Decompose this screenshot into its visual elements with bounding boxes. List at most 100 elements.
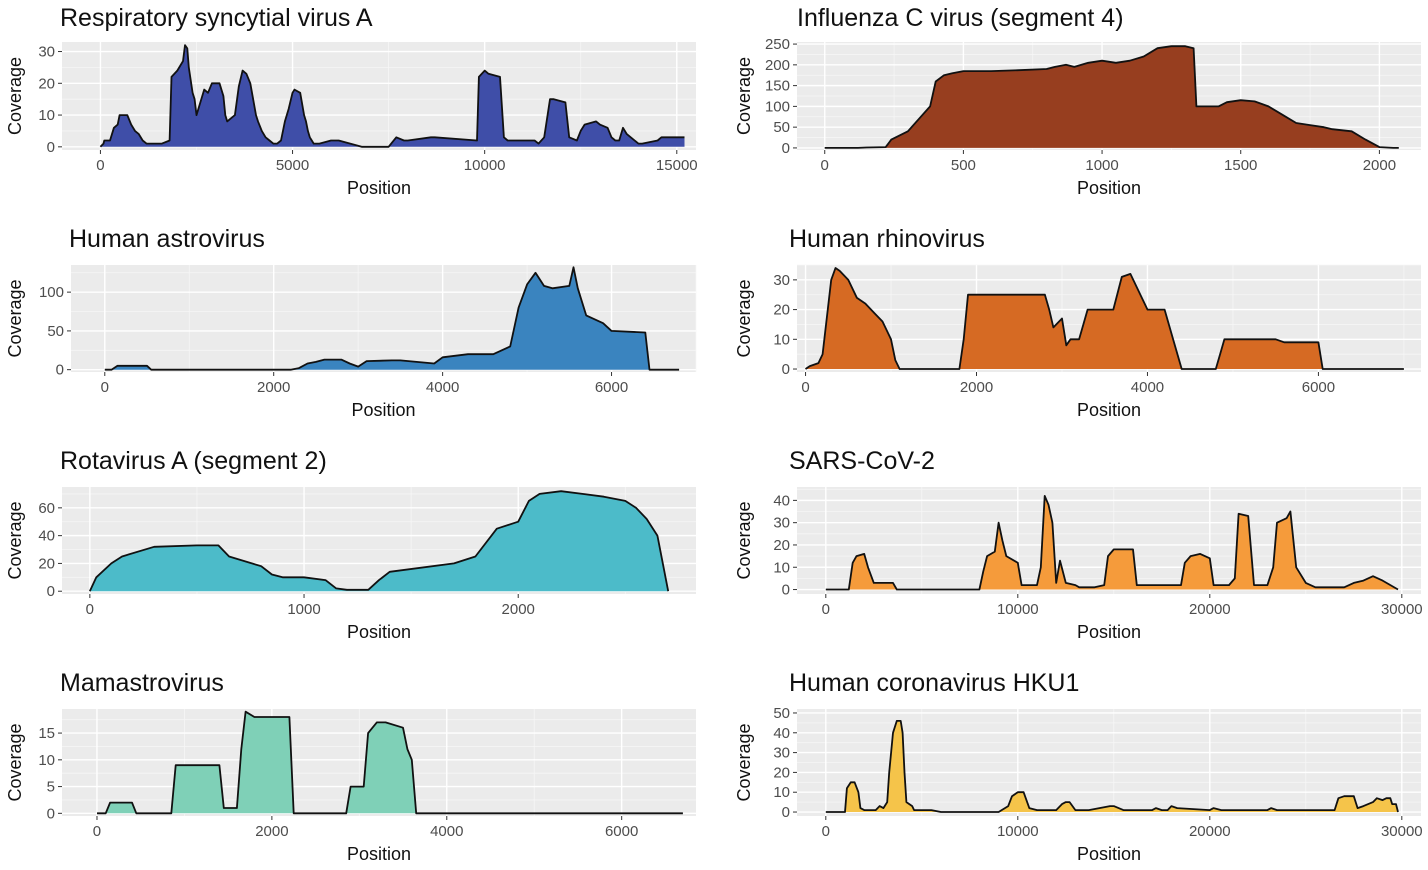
coverage-line: [825, 720, 1399, 813]
x-tick-label: 2000: [960, 379, 993, 396]
panel-5: Rotavirus A (segment 2) 0 20 40 60 0 1000 2000 P…: [5, 447, 696, 642]
panel-2: Influenza C virus (segment 4) 0 50 100 150 20…: [734, 4, 1421, 198]
x-tick-label: 10000: [997, 823, 1039, 840]
x-tick-label: 0: [822, 601, 830, 618]
x-tick-label: 4000: [426, 379, 459, 396]
x-tick-label: 10000: [997, 601, 1039, 618]
y-tick-label: 20: [38, 555, 55, 572]
coverage-area: [104, 267, 680, 370]
panel-title: Respiratory syncytial virus A: [60, 4, 373, 32]
panel-4: Human rhinovirus 0 10 20 30 0 2000 4000 6000 Posi…: [734, 225, 1421, 420]
coverage-line: [97, 710, 683, 815]
y-tick-label: 5: [47, 779, 55, 796]
y-tick-label: 30: [773, 515, 790, 532]
x-tick-label: 0: [101, 379, 109, 396]
y-tick-label: 0: [782, 804, 790, 821]
y-tick-label: 100: [39, 284, 64, 301]
y-tick-label: 50: [47, 323, 64, 340]
panel-title: Human rhinovirus: [789, 225, 985, 253]
y-tick-label: 20: [773, 764, 790, 781]
coverage-area: [89, 491, 669, 592]
coverage-area: [825, 495, 1398, 590]
y-tick-label: 150: [765, 78, 790, 95]
x-axis-label: Position: [1077, 622, 1141, 642]
x-tick-label: 5000: [276, 157, 309, 174]
x-tick-label: 15000: [656, 157, 698, 174]
y-axis-label: Coverage: [5, 279, 25, 357]
x-tick-label: 500: [951, 157, 976, 174]
x-tick-label: 0: [821, 157, 829, 174]
y-tick-label: 0: [47, 805, 55, 822]
x-tick-label: 1500: [1224, 157, 1257, 174]
y-axis-label: Coverage: [734, 57, 754, 135]
x-tick-label: 6000: [595, 379, 628, 396]
panel-3: Human astrovirus 0 50 100 0 2000 4000 6000 Posit…: [5, 225, 697, 420]
y-tick-label: 0: [782, 582, 790, 599]
x-axis-label: Position: [1077, 178, 1141, 198]
x-tick-label: 2000: [502, 601, 535, 618]
y-tick-label: 0: [782, 140, 790, 157]
x-tick-label: 30000: [1381, 823, 1423, 840]
panel-title: Human astrovirus: [69, 225, 265, 253]
coverage-line: [824, 45, 1399, 149]
x-tick-label: 1000: [1085, 157, 1118, 174]
panel-6: SARS-CoV-2 0 10 20 30 40 0 10000 20000 30000 Posit…: [734, 447, 1423, 642]
y-tick-label: 40: [38, 528, 55, 545]
y-tick-label: 20: [773, 302, 790, 319]
y-axis-label: Coverage: [5, 501, 25, 579]
y-tick-label: 40: [773, 725, 790, 742]
x-tick-label: 0: [801, 379, 809, 396]
y-axis-label: Coverage: [5, 723, 25, 801]
y-tick-label: 10: [38, 752, 55, 769]
y-axis-label: Coverage: [734, 723, 754, 801]
y-tick-label: 10: [773, 784, 790, 801]
x-tick-label: 10000: [464, 157, 506, 174]
x-tick-label: 0: [86, 601, 94, 618]
panel-7: Mamastrovirus 0 5 10 15 0 2000 4000 6000 Position…: [5, 669, 696, 864]
coverage-line: [804, 267, 1404, 370]
panel-title: Human coronavirus HKU1: [789, 669, 1079, 697]
panel-1: Respiratory syncytial virus A 0 10 20 30 0 500…: [5, 4, 698, 198]
coverage-line: [104, 266, 680, 371]
y-tick-label: 30: [773, 272, 790, 289]
y-tick-label: 60: [38, 500, 55, 517]
x-tick-label: 6000: [1302, 379, 1335, 396]
coverage-line: [825, 495, 1399, 591]
y-tick-label: 0: [56, 362, 64, 379]
x-tick-label: 30000: [1381, 601, 1423, 618]
x-tick-label: 4000: [430, 823, 463, 840]
x-axis-label: Position: [1077, 400, 1141, 420]
x-tick-label: 2000: [255, 823, 288, 840]
y-tick-label: 10: [773, 331, 790, 348]
y-tick-label: 250: [765, 36, 790, 53]
y-tick-label: 50: [773, 705, 790, 722]
y-tick-label: 50: [773, 119, 790, 136]
coverage-line: [99, 44, 685, 148]
y-axis-label: Coverage: [5, 57, 25, 135]
y-tick-label: 30: [773, 745, 790, 762]
y-tick-label: 0: [47, 583, 55, 600]
y-tick-label: 10: [38, 107, 55, 124]
coverage-area: [805, 268, 1404, 369]
coverage-area: [825, 720, 1398, 812]
x-tick-label: 1000: [287, 601, 320, 618]
x-axis-label: Position: [347, 178, 411, 198]
panel-title: SARS-CoV-2: [789, 447, 935, 475]
coverage-line: [88, 490, 670, 592]
y-tick-label: 0: [782, 361, 790, 378]
y-tick-label: 20: [38, 75, 55, 92]
panel-8: Human coronavirus HKU1 0 10 20 30 40 50 0 10000 2…: [734, 669, 1423, 864]
x-tick-label: 6000: [605, 823, 638, 840]
x-tick-label: 0: [93, 823, 101, 840]
y-tick-label: 40: [773, 492, 790, 509]
y-tick-label: 200: [765, 57, 790, 74]
x-tick-label: 4000: [1131, 379, 1164, 396]
x-axis-label: Position: [1077, 844, 1141, 864]
y-tick-label: 15: [38, 725, 55, 742]
y-tick-label: 20: [773, 537, 790, 554]
y-tick-label: 100: [765, 98, 790, 115]
y-axis-label: Coverage: [734, 501, 754, 579]
coverage-area: [100, 45, 685, 147]
x-tick-label: 2000: [1363, 157, 1396, 174]
